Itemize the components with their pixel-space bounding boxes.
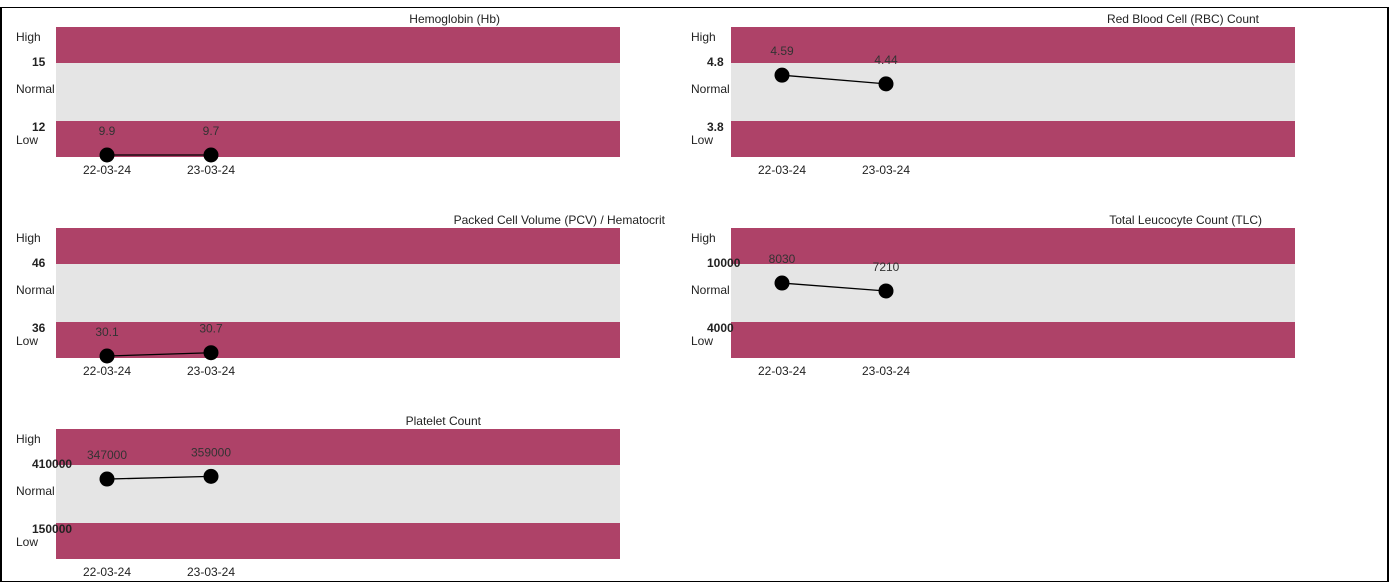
low-label: Low: [16, 535, 38, 549]
data-point[interactable]: [774, 275, 790, 291]
data-label: 30.1: [95, 325, 119, 339]
data-point[interactable]: [203, 147, 219, 163]
normal-label: Normal: [16, 283, 55, 297]
high-label: High: [691, 231, 716, 245]
high-label: High: [16, 231, 41, 245]
report-frame: [0, 7, 1389, 582]
data-label: 4.59: [770, 44, 794, 58]
data-label: 4.44: [874, 53, 898, 67]
x-tick-label: 23-03-24: [862, 163, 910, 177]
data-label: 9.9: [99, 124, 116, 138]
lower-limit-label: 12: [32, 120, 46, 134]
chart-title: Red Blood Cell (RBC) Count: [1107, 12, 1260, 26]
data-point[interactable]: [878, 283, 894, 299]
upper-limit-label: 10000: [707, 256, 741, 270]
high-range-band: [56, 228, 620, 264]
chart-panel: Platelet Count High Normal Low 410000 150000 3…: [16, 414, 620, 579]
high-label: High: [691, 30, 716, 44]
upper-limit-label: 410000: [32, 457, 72, 471]
high-label: High: [16, 30, 41, 44]
chart-title: Hemoglobin (Hb): [409, 12, 500, 26]
normal-range-band: [56, 63, 620, 121]
x-tick-label: 23-03-24: [862, 364, 910, 378]
data-label: 30.7: [199, 322, 223, 336]
lower-limit-label: 4000: [707, 321, 734, 335]
chart-title: Total Leucocyte Count (TLC): [1109, 213, 1262, 227]
normal-label: Normal: [16, 484, 55, 498]
x-tick-label: 22-03-24: [83, 364, 131, 378]
x-tick-label: 22-03-24: [83, 163, 131, 177]
data-point[interactable]: [878, 76, 894, 92]
data-point[interactable]: [99, 348, 115, 364]
x-tick-label: 22-03-24: [83, 565, 131, 579]
high-label: High: [16, 432, 41, 446]
low-range-band: [56, 523, 620, 559]
x-tick-label: 23-03-24: [187, 364, 235, 378]
trend-line: [781, 282, 887, 292]
high-range-band: [56, 429, 620, 465]
lower-limit-label: 36: [32, 321, 46, 335]
x-tick-label: 23-03-24: [187, 163, 235, 177]
low-range-band: [56, 121, 620, 157]
normal-range-band: [731, 264, 1295, 322]
low-range-band: [731, 322, 1295, 358]
low-label: Low: [16, 334, 38, 348]
normal-label: Normal: [16, 82, 55, 96]
data-point[interactable]: [99, 471, 115, 487]
high-range-band: [56, 27, 620, 63]
x-tick-label: 22-03-24: [758, 163, 806, 177]
data-label: 7210: [873, 260, 900, 274]
upper-limit-label: 4.8: [707, 55, 724, 69]
trend-line: [106, 352, 212, 357]
chart-panel: Red Blood Cell (RBC) Count High Normal Low 4…: [691, 12, 1295, 177]
chart-panel: Hemoglobin (Hb) High Normal Low 15 12 9.9 22-03…: [16, 12, 620, 177]
data-label: 359000: [191, 445, 231, 459]
trend-line: [781, 74, 887, 85]
chart-panel: Total Leucocyte Count (TLC) High Normal Low…: [691, 213, 1295, 378]
data-label: 8030: [769, 252, 796, 266]
normal-label: Normal: [691, 82, 730, 96]
lower-limit-label: 150000: [32, 522, 72, 536]
low-range-band: [56, 322, 620, 358]
data-label: 9.7: [203, 124, 220, 138]
data-point[interactable]: [99, 147, 115, 163]
data-point[interactable]: [774, 67, 790, 83]
low-label: Low: [16, 133, 38, 147]
upper-limit-label: 46: [32, 256, 46, 270]
normal-label: Normal: [691, 283, 730, 297]
chart-title: Platelet Count: [406, 414, 482, 428]
chart-panel: Packed Cell Volume (PCV) / Hematocrit Hig…: [16, 213, 666, 378]
normal-range-band: [56, 264, 620, 322]
low-label: Low: [691, 133, 713, 147]
upper-limit-label: 15: [32, 55, 46, 69]
chart-title: Packed Cell Volume (PCV) / Hematocrit: [454, 213, 666, 227]
lower-limit-label: 3.8: [707, 120, 724, 134]
data-point[interactable]: [203, 345, 219, 361]
low-label: Low: [691, 334, 713, 348]
x-tick-label: 22-03-24: [758, 364, 806, 378]
high-range-band: [731, 228, 1295, 264]
normal-range-band: [56, 465, 620, 523]
data-label: 347000: [87, 448, 127, 462]
trend-line: [106, 475, 212, 480]
normal-range-band: [731, 63, 1295, 121]
low-range-band: [731, 121, 1295, 157]
data-point[interactable]: [203, 468, 219, 484]
high-range-band: [731, 27, 1295, 63]
x-tick-label: 23-03-24: [187, 565, 235, 579]
